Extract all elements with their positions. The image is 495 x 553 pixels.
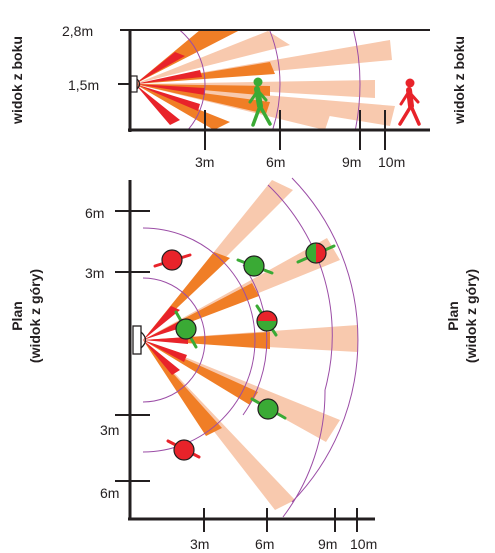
side-beam-mid-4 — [135, 84, 270, 114]
plan-label-left-line2: (widok z góry) — [27, 269, 43, 363]
plan-arc-6m — [242, 264, 268, 416]
plan-beam-near-2 — [143, 319, 187, 340]
plan-label-y-3m-bottom: 3m — [100, 422, 119, 438]
plan-beam-mid-4 — [143, 340, 258, 405]
side-label-6m: 6m — [266, 154, 285, 170]
plan-beam-near-1 — [143, 306, 180, 340]
walking-person-red-icon — [398, 78, 421, 126]
walking-person-green-icon — [248, 77, 272, 127]
side-view-label-right: widok z boku — [451, 36, 467, 125]
side-sensor-icon — [130, 75, 141, 93]
side-view-label-left: widok z boku — [9, 36, 25, 125]
plan-label-y-3m-top: 3m — [85, 265, 104, 281]
plan-label-left-line1: Plan — [9, 301, 25, 331]
side-beam-far-5 — [135, 84, 330, 130]
plan-view: 6m 3m 3m 6m 3m 6m 9m 10m Plan (widok z g… — [9, 177, 479, 552]
plan-beam-mid-3 — [143, 332, 270, 349]
side-beam-mid-1 — [135, 30, 240, 84]
plan-arc-3m — [142, 277, 206, 403]
person-top-green-2-icon — [174, 310, 198, 349]
person-top-red-1-icon — [153, 249, 192, 271]
side-beam-far-1 — [135, 31, 290, 84]
side-beam-near-4 — [135, 84, 200, 111]
plan-beam-near-5 — [143, 340, 180, 375]
side-view-beams — [135, 30, 395, 130]
plan-label-y-6m-top: 6m — [85, 205, 104, 221]
side-arc-6m — [268, 30, 281, 130]
side-label-height-mid: 1,5m — [68, 77, 99, 93]
person-top-red-2-icon — [166, 439, 201, 461]
side-beam-near-2 — [135, 70, 202, 84]
plan-label-y-6m-bottom: 6m — [100, 485, 119, 501]
person-top-green-1-icon — [236, 255, 274, 277]
plan-label-x-9m: 9m — [318, 536, 337, 552]
plan-label-x-10m: 10m — [350, 536, 377, 552]
person-top-green-3-icon — [250, 397, 287, 420]
person-top-half-1-icon — [296, 242, 336, 264]
side-beam-near-3 — [135, 84, 205, 95]
side-label-height-top: 2,8m — [62, 23, 93, 39]
side-beam-mid-5 — [135, 84, 230, 130]
side-beam-near-1 — [135, 52, 185, 84]
plan-arc-9m-upper — [267, 184, 333, 391]
side-label-3m: 3m — [195, 154, 214, 170]
plan-beam-near-3 — [143, 337, 188, 344]
plan-arc-10m — [291, 177, 359, 503]
plan-beam-near-4 — [143, 340, 187, 362]
side-arc-9m — [352, 30, 361, 130]
plan-arc-4m — [142, 227, 256, 453]
person-top-half-2-icon — [255, 304, 278, 337]
plan-arc-9m-lower — [282, 389, 326, 518]
plan-label-right-line2: (widok z góry) — [463, 269, 479, 363]
plan-label-right-line1: Plan — [445, 301, 461, 331]
side-label-10m: 10m — [378, 154, 405, 170]
plan-sensor-icon — [132, 325, 147, 355]
plan-label-x-6m: 6m — [255, 536, 274, 552]
side-beam-near-5 — [135, 84, 180, 125]
side-arc-3m — [178, 30, 206, 130]
side-label-9m: 9m — [342, 154, 361, 170]
side-view: 2,8m 1,5m 3m 6m 9m 10m widok z boku wido… — [9, 23, 467, 170]
plan-label-x-3m: 3m — [190, 536, 209, 552]
